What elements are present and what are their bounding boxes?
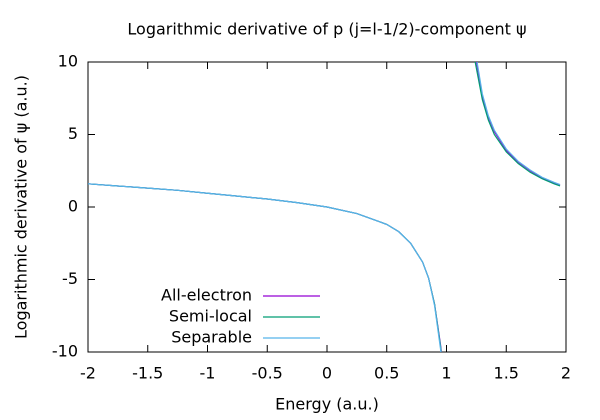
- y-tick-label: 10: [58, 52, 78, 71]
- x-tick-label: 1: [441, 364, 451, 383]
- x-axis-label: Energy (a.u.): [275, 395, 379, 414]
- x-tick-label: 0: [322, 364, 332, 383]
- x-tick-label: 1.5: [494, 364, 519, 383]
- x-tick-label: -1.5: [132, 364, 163, 383]
- legend-label: All-electron: [161, 286, 252, 305]
- x-tick-label: -1: [200, 364, 216, 383]
- x-tick-label: -2: [80, 364, 96, 383]
- legend-label: Semi-local: [169, 307, 252, 326]
- y-tick-label: 5: [68, 124, 78, 143]
- chart-title: Logarithmic derivative of p (j=l-1/2)-co…: [127, 20, 526, 39]
- y-axis-label: Logarithmic derivative of ψ (a.u.): [12, 75, 31, 339]
- y-tick-label: -10: [52, 342, 78, 361]
- legend-label: Separable: [171, 328, 252, 347]
- y-tick-label: 0: [68, 197, 78, 216]
- x-tick-label: -0.5: [252, 364, 283, 383]
- y-tick-label: -5: [62, 269, 78, 288]
- series-line: [88, 62, 561, 352]
- x-tick-label: 2: [561, 364, 571, 383]
- plot-area: [88, 62, 561, 352]
- series-line: [88, 62, 561, 352]
- x-tick-label: 0.5: [374, 364, 399, 383]
- series-line: [88, 62, 561, 352]
